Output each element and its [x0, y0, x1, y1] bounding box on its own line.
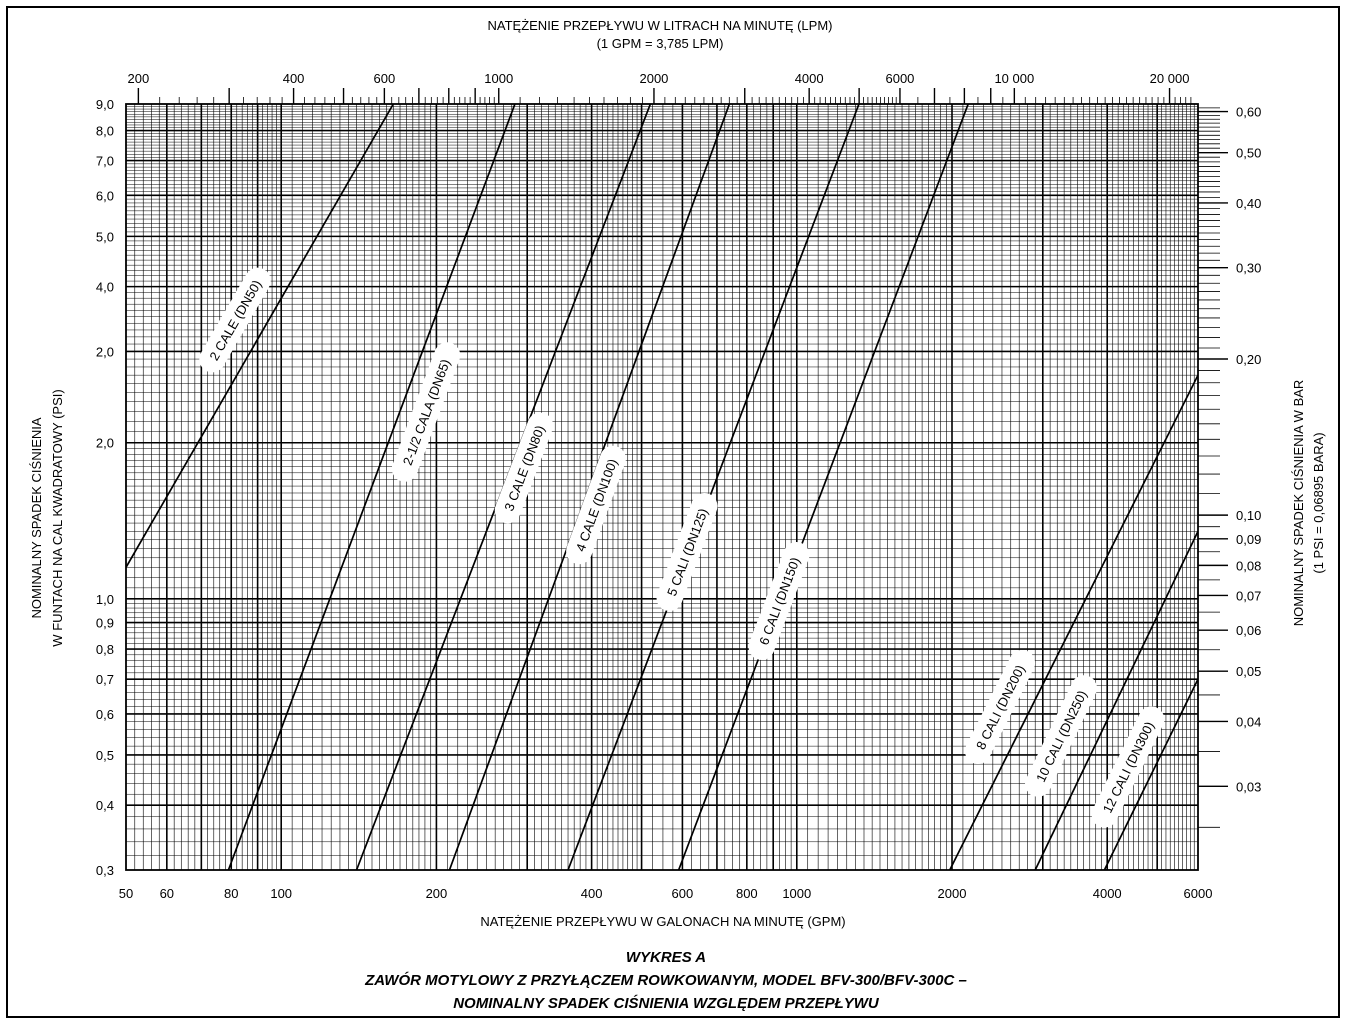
- series-line-8: [1034, 530, 1198, 870]
- y2-tick-label: 0,10: [1236, 508, 1261, 523]
- chart-subtitle-line2: NOMINALNY SPADEK CIŚNIENIA WZGLĘDEM PRZE…: [453, 994, 880, 1012]
- x-tick-label: 1000: [782, 886, 811, 901]
- y-tick-label: 6,0: [96, 188, 114, 203]
- x-tick-label: 4000: [1093, 886, 1122, 901]
- series-label-backing: [964, 650, 1036, 764]
- series-label-1: 2 CALE (DN50): [199, 267, 271, 373]
- y2-axis-title-line2: (1 PSI = 0,06895 BARA): [1311, 432, 1326, 573]
- y-tick-label: 0,6: [96, 707, 114, 722]
- x2-tick-label: 600: [374, 71, 396, 86]
- y2-tick-label: 0,04: [1236, 714, 1261, 729]
- series-line-9: [1103, 678, 1198, 870]
- series-label-text: 2 CALE (DN50): [206, 277, 264, 363]
- x2-tick-label: 200: [128, 71, 150, 86]
- y2-tick-label: 0,07: [1236, 588, 1261, 603]
- x2-tick-label: 10 000: [994, 71, 1034, 86]
- y-tick-label: 2,0: [96, 344, 114, 359]
- y-tick-label: 9,0: [96, 97, 114, 112]
- y-tick-label: 4,0: [96, 280, 114, 295]
- series-line-5: [567, 104, 860, 870]
- series-label-4: 4 CALE (DN100): [566, 445, 626, 565]
- series-label-backing: [1091, 706, 1165, 828]
- y2-tick-label: 0,50: [1236, 146, 1261, 161]
- x-tick-label: 400: [581, 886, 603, 901]
- series-label-backing: [1025, 675, 1097, 797]
- x2-axis-note: (1 GPM = 3,785 LPM): [597, 36, 724, 51]
- y-tick-label: 1,0: [96, 592, 114, 607]
- x-tick-label: 60: [160, 886, 174, 901]
- series-label-3: 3 CALE (DN80): [494, 412, 554, 524]
- chart-axes: 50 60 80 100 200 400 600 800 1000 2000 4000 6000 200…: [96, 71, 1261, 901]
- x-tick-label: 800: [736, 886, 758, 901]
- x2-tick-label: 20 000: [1150, 71, 1190, 86]
- y-tick-label: 5,0: [96, 229, 114, 244]
- x-tick-label: 50: [119, 886, 133, 901]
- y2-tick-label: 0,06: [1236, 623, 1261, 638]
- chart-grid: [125, 103, 1199, 871]
- y-tick-label: 0,3: [96, 863, 114, 878]
- y-tick-label: 8,0: [96, 124, 114, 139]
- x2-tick-label: 6000: [885, 71, 914, 86]
- series-label-backing: [566, 445, 626, 565]
- series-label-text: 10 CALI (DN250): [1033, 688, 1090, 784]
- x-tick-label: 2000: [938, 886, 967, 901]
- x2-tick-label: 400: [283, 71, 305, 86]
- y-axis-title-line2: W FUNTACH NA CAL KWADRATOWY (PSI): [50, 389, 65, 646]
- x2-tick-label: 1000: [484, 71, 513, 86]
- x2-axis-title: NATĘŻENIE PRZEPŁYWU W LITRACH NA MINUTĘ …: [487, 18, 832, 33]
- x-tick-label: 600: [672, 886, 694, 901]
- series-line-7: [948, 374, 1198, 870]
- series-line-6: [677, 104, 969, 870]
- series-line-1: [126, 104, 395, 568]
- y2-tick-label: 0,40: [1236, 196, 1261, 211]
- series-label-backing: [199, 267, 271, 373]
- y2-tick-label: 0,60: [1236, 105, 1261, 120]
- y-tick-label: 2,0: [96, 436, 114, 451]
- x-tick-label: 80: [224, 886, 238, 901]
- y-tick-label: 7,0: [96, 154, 114, 169]
- series-label-backing: [494, 412, 554, 524]
- y2-axis-title-line1: NOMINALNY SPADEK CIŚNIENIA W BAR: [1291, 380, 1306, 627]
- y-axis-title-line1: NOMINALNY SPADEK CIŚNIENIA: [29, 417, 44, 618]
- x2-tick-label: 2000: [639, 71, 668, 86]
- y2-tick-label: 0,09: [1236, 532, 1261, 547]
- y-tick-label: 0,4: [96, 798, 114, 813]
- series-label-7: 8 CALI (DN200): [964, 650, 1036, 764]
- x-tick-label: 100: [270, 886, 292, 901]
- y-tick-label: 0,9: [96, 616, 114, 631]
- x-tick-label: 200: [426, 886, 448, 901]
- x-tick-label: 6000: [1184, 886, 1213, 901]
- chart-frame: [6, 6, 1340, 1018]
- y2-tick-label: 0,30: [1236, 261, 1261, 276]
- chart-subtitle-line1: ZAWÓR MOTYLOWY Z PRZYŁĄCZEM ROWKOWANYM, …: [364, 971, 967, 989]
- y-tick-label: 0,5: [96, 748, 114, 763]
- series-label-text: 8 CALI (DN200): [973, 663, 1028, 752]
- y2-tick-label: 0,05: [1236, 664, 1261, 679]
- x-axis-title: NATĘŻENIE PRZEPŁYWU W GALONACH NA MINUTĘ…: [480, 914, 845, 929]
- series-line-2: [227, 104, 516, 870]
- series-label-text: 2-1/2 CALA (DN65): [400, 357, 453, 467]
- y2-tick-label: 0,20: [1236, 352, 1261, 367]
- y-tick-label: 0,8: [96, 642, 114, 657]
- x2-tick-label: 4000: [795, 71, 824, 86]
- y2-tick-label: 0,08: [1236, 558, 1261, 573]
- series-label-6: 6 CALI (DN150): [748, 541, 810, 661]
- chart-title: WYKRES A: [626, 949, 706, 966]
- series-label-backing: [748, 541, 810, 661]
- y-tick-label: 0,7: [96, 672, 114, 687]
- series-label-backing: [391, 342, 461, 482]
- series-label-backing: [656, 493, 718, 611]
- y2-tick-label: 0,03: [1236, 779, 1261, 794]
- series-label-8: 10 CALI (DN250): [1025, 675, 1097, 797]
